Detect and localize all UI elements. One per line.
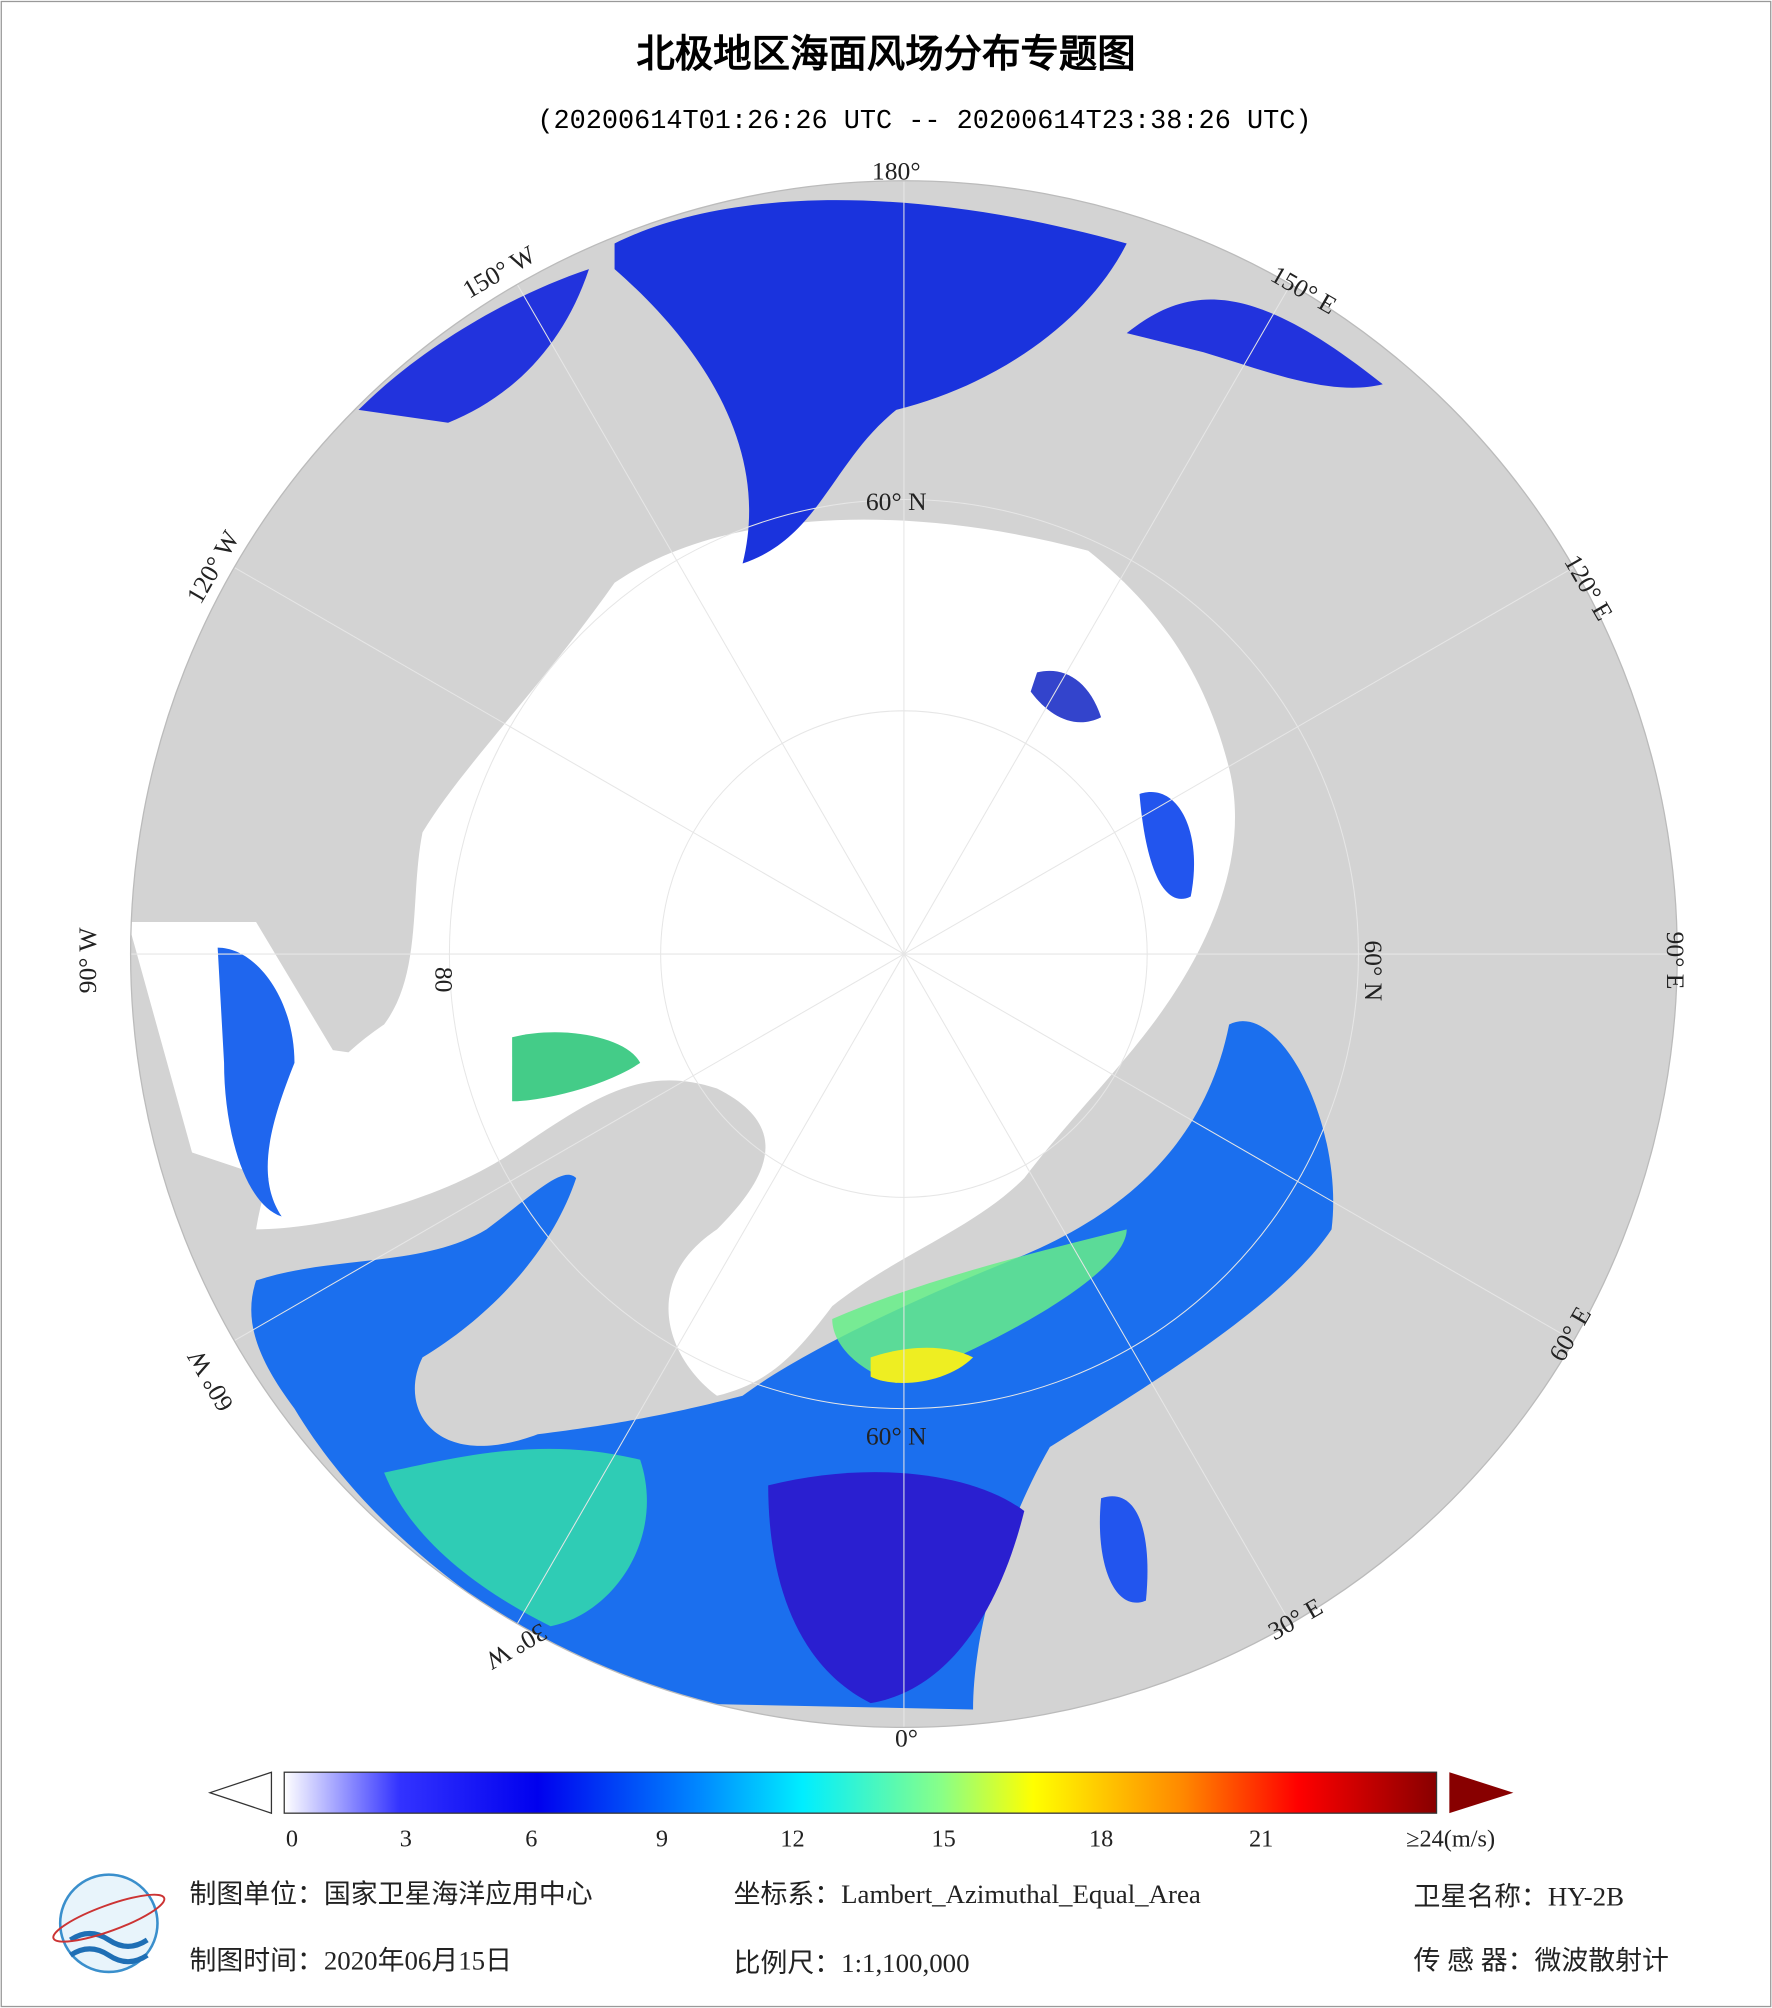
colorbar-tick-label: 3 (400, 1825, 412, 1852)
latitude-label: 60° N (866, 487, 927, 516)
footer-scale: 比例尺：1:1,100,000 (734, 1948, 970, 1978)
colorbar: 0 3 6 9 12 15 18 21 ≥24(m/s) (207, 1771, 1514, 1852)
wind-field-low (768, 1472, 1025, 1704)
colorbar-tick-label: 18 (1089, 1825, 1113, 1852)
longitude-label: 30° W (480, 1617, 552, 1675)
wind-field-baltic (1099, 1496, 1148, 1603)
map-subtitle: (20200614T01:26:26 UTC -- 20200614T23:38… (537, 107, 1311, 137)
map-border (129, 180, 1678, 1729)
wind-field-baffin (217, 947, 295, 1217)
wind-field-peak (870, 1347, 974, 1383)
colorbar-bar (283, 1771, 1438, 1814)
footer-date: 制图时间：2020年06月15日 (189, 1945, 512, 1975)
logo-wave (68, 1946, 149, 1965)
colorbar-tick-label: 12 (780, 1825, 804, 1852)
longitude-label: 0° (895, 1724, 918, 1753)
colorbar-max-arrow (1449, 1772, 1514, 1814)
meridian (233, 953, 905, 1342)
meridian (516, 284, 905, 955)
longitude-label: 180° (872, 156, 921, 185)
wind-field-laptev (1030, 670, 1102, 723)
meridian (903, 953, 1574, 1342)
latitude-label: 60° N (1359, 940, 1388, 1001)
colorbar-tick-label: 15 (931, 1825, 955, 1852)
meridian (516, 953, 905, 1625)
colorbar-max-label: ≥24(m/s) (1406, 1825, 1495, 1852)
colorbar-tick-label: 9 (656, 1825, 668, 1852)
longitude-label: 90° W (73, 927, 102, 994)
map-body (130, 180, 1678, 1728)
wind-field-okhotsk (1126, 299, 1383, 388)
map-title: 北极地区海面风场分布专题图 (636, 32, 1135, 77)
latitude-label: 60° N (866, 1421, 927, 1450)
wind-field-pacific (614, 200, 1127, 564)
colorbar-tick-label: 21 (1249, 1825, 1273, 1852)
logo-orbit (52, 1893, 166, 1943)
footer-unit: 制图单位：国家卫星海洋应用中心 (189, 1879, 592, 1909)
latitude-label: 80 (429, 967, 458, 993)
parallel (660, 710, 1148, 1198)
colorbar-tick-label: 6 (525, 1825, 537, 1852)
wind-field-kara (1139, 792, 1195, 899)
colorbar-min-arrow (207, 1771, 273, 1815)
graticule (130, 180, 1678, 1728)
wind-field-high (384, 1448, 647, 1627)
meridian (903, 566, 1574, 955)
sea-ice-area (256, 519, 1236, 1396)
logo-wave (68, 1930, 149, 1949)
wind-field-strait (512, 1032, 641, 1102)
parallel (448, 499, 1359, 1410)
footer-satellite: 卫星名称：HY-2B (1414, 1881, 1625, 1911)
wind-field-high (832, 1229, 1127, 1383)
footer: 制图单位：国家卫星海洋应用中心 坐标系：Lambert_Azimuthal_Eq… (52, 1873, 1669, 1978)
footer-sensor: 传 感 器：微波散射计 (1414, 1945, 1669, 1975)
wind-field-alaska (358, 269, 589, 423)
meridian (903, 953, 1292, 1625)
longitude-label: 90° E (1661, 932, 1690, 990)
meridian (233, 566, 905, 955)
meridian (903, 284, 1292, 955)
footer-projection: 坐标系：Lambert_Azimuthal_Equal_Area (734, 1879, 1201, 1909)
colorbar-tick-label: 0 (286, 1825, 298, 1852)
longitude-label: 60° W (181, 1344, 239, 1416)
